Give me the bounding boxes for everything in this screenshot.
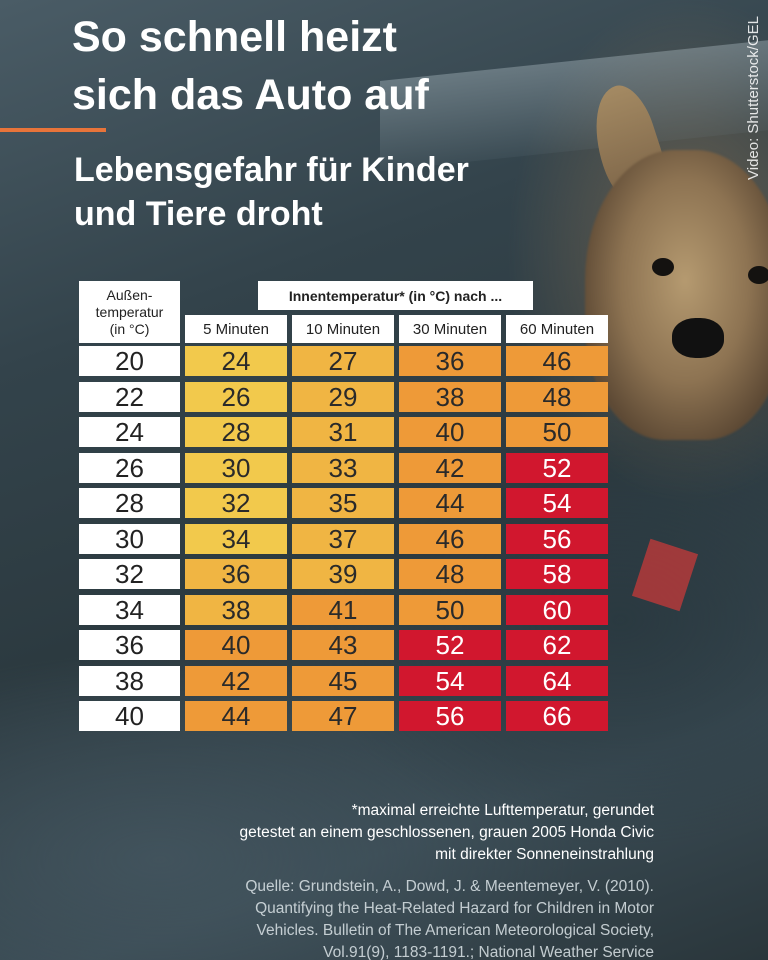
inside-temperature-cell: 41 [292, 595, 394, 625]
outside-temperature-cell: 32 [79, 559, 180, 589]
subheadline: Lebensgefahr für Kinder und Tiere droht [74, 148, 594, 236]
inside-temperature-cell: 42 [185, 666, 287, 696]
inside-temperature-cell: 38 [399, 382, 501, 412]
outside-temperature-header-line: Außen- [106, 286, 153, 303]
outside-temperature-cell: 34 [79, 595, 180, 625]
outside-temperature-cell: 28 [79, 488, 180, 518]
inside-temperature-cell: 37 [292, 524, 394, 554]
source-line: Quelle: Grundstein, A., Dowd, J. & Meent… [245, 878, 654, 895]
inside-temperature-cell: 64 [506, 666, 608, 696]
inside-temperature-cell: 60 [506, 595, 608, 625]
inside-temperature-cell: 31 [292, 417, 394, 447]
outside-temperature-cell: 26 [79, 453, 180, 483]
inside-temperature-cell: 29 [292, 382, 394, 412]
inside-temperature-cell: 32 [185, 488, 287, 518]
inside-temperature-cell: 40 [185, 630, 287, 660]
background-dog-nose [672, 318, 724, 358]
photo-credit: Video: Shutterstock/GEL [745, 16, 762, 180]
background-seat-belt [631, 538, 699, 612]
footnote: *maximal erreichte Lufttemperatur, gerun… [94, 800, 654, 866]
outside-temperature-cell: 30 [79, 524, 180, 554]
inside-temperature-cell: 36 [399, 346, 501, 376]
inside-temperature-cell: 26 [185, 382, 287, 412]
inside-temperature-cell: 39 [292, 559, 394, 589]
outside-temperature-cell: 20 [79, 346, 180, 376]
source-line: Vol.91(9), 1183-1191.; National Weather … [323, 944, 654, 960]
column-header-10-min: 10 Minuten [292, 315, 394, 343]
inside-temperature-cell: 50 [399, 595, 501, 625]
background-dog-photo [585, 150, 768, 440]
outside-temperature-header-line: temperatur [95, 303, 164, 320]
inside-temperature-cell: 42 [399, 453, 501, 483]
outside-temperature-header: Außen- temperatur (in °C) [79, 281, 180, 343]
subheadline-line-2: und Tiere droht [74, 195, 323, 233]
inside-temperature-cell: 38 [185, 595, 287, 625]
inside-temperature-cell: 45 [292, 666, 394, 696]
source-citation: Quelle: Grundstein, A., Dowd, J. & Meent… [74, 876, 654, 960]
background-dog-eye-left [652, 258, 674, 276]
outside-temperature-cell: 40 [79, 701, 180, 731]
inside-temperature-cell: 33 [292, 453, 394, 483]
inside-temperature-cell: 50 [506, 417, 608, 447]
inside-temperature-cell: 52 [506, 453, 608, 483]
inside-temperature-cell: 46 [399, 524, 501, 554]
outside-temperature-header-line: (in °C) [109, 320, 150, 337]
inside-temperature-group-header: Innentemperatur* (in °C) nach ... [258, 281, 533, 310]
outside-temperature-cell: 38 [79, 666, 180, 696]
accent-rule [0, 128, 106, 132]
inside-temperature-cell: 48 [506, 382, 608, 412]
footnote-line: mit direkter Sonneneinstrahlung [435, 846, 654, 863]
inside-temperature-cell: 48 [399, 559, 501, 589]
headline-line-1: So schnell heizt [72, 13, 397, 61]
source-line: Vehicles. Bulletin of The American Meteo… [256, 922, 654, 939]
inside-temperature-cell: 44 [399, 488, 501, 518]
outside-temperature-cell: 36 [79, 630, 180, 660]
inside-temperature-cell: 47 [292, 701, 394, 731]
inside-temperature-cell: 46 [506, 346, 608, 376]
inside-temperature-cell: 66 [506, 701, 608, 731]
inside-temperature-cell: 35 [292, 488, 394, 518]
background-dog-eye-right [748, 266, 768, 284]
inside-temperature-cell: 54 [399, 666, 501, 696]
inside-temperature-cell: 52 [399, 630, 501, 660]
inside-temperature-cell: 62 [506, 630, 608, 660]
inside-temperature-cell: 56 [399, 701, 501, 731]
outside-temperature-cell: 22 [79, 382, 180, 412]
column-header-5-min: 5 Minuten [185, 315, 287, 343]
footnote-line: getestet an einem geschlossenen, grauen … [239, 824, 654, 841]
headline-line-2: sich das Auto auf [72, 71, 429, 119]
inside-temperature-cell: 58 [506, 559, 608, 589]
inside-temperature-cell: 27 [292, 346, 394, 376]
inside-temperature-cell: 24 [185, 346, 287, 376]
inside-temperature-cell: 56 [506, 524, 608, 554]
inside-temperature-cell: 44 [185, 701, 287, 731]
inside-temperature-cell: 36 [185, 559, 287, 589]
subheadline-line-1: Lebensgefahr für Kinder [74, 151, 469, 189]
inside-temperature-cell: 28 [185, 417, 287, 447]
headline: So schnell heizt sich das Auto auf [72, 8, 532, 124]
column-header-30-min: 30 Minuten [399, 315, 501, 343]
inside-temperature-cell: 40 [399, 417, 501, 447]
footnote-line: *maximal erreichte Lufttemperatur, gerun… [351, 802, 654, 819]
inside-temperature-cell: 43 [292, 630, 394, 660]
inside-temperature-cell: 54 [506, 488, 608, 518]
source-line: Quantifying the Heat-Related Hazard for … [255, 900, 654, 917]
inside-temperature-cell: 30 [185, 453, 287, 483]
inside-temperature-cell: 34 [185, 524, 287, 554]
column-header-60-min: 60 Minuten [506, 315, 608, 343]
outside-temperature-cell: 24 [79, 417, 180, 447]
